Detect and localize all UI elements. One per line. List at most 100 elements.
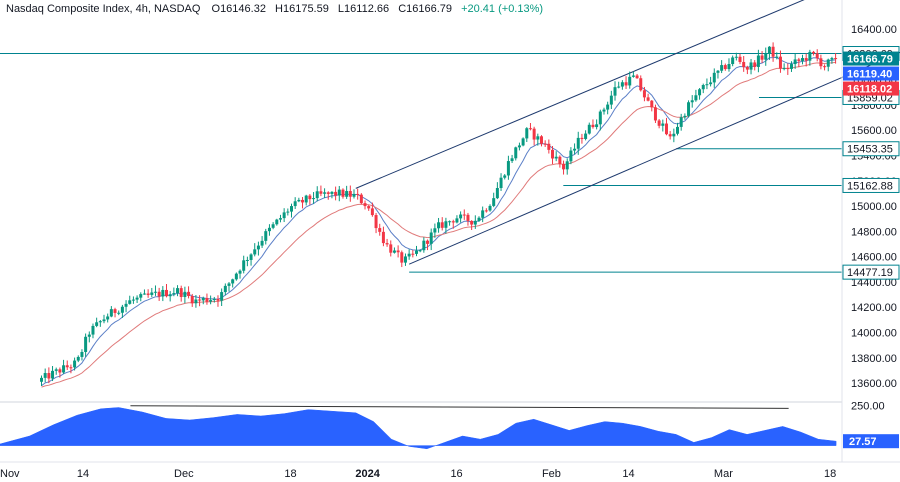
candle-body[interactable] xyxy=(771,46,775,57)
candle-body[interactable] xyxy=(789,64,793,69)
candle-body[interactable] xyxy=(370,208,374,216)
candle-body[interactable] xyxy=(315,191,319,199)
candle-body[interactable] xyxy=(440,222,444,228)
candle-body[interactable] xyxy=(323,192,327,194)
candle-body[interactable] xyxy=(345,191,349,197)
candle-body[interactable] xyxy=(54,369,58,371)
candle-body[interactable] xyxy=(385,243,389,245)
candle-body[interactable] xyxy=(815,53,819,59)
candle-body[interactable] xyxy=(528,128,532,130)
candle-body[interactable] xyxy=(172,293,176,295)
candle-body[interactable] xyxy=(617,86,621,88)
candle-body[interactable] xyxy=(745,67,749,70)
candle-body[interactable] xyxy=(631,75,635,77)
candle-body[interactable] xyxy=(591,124,595,128)
candle-body[interactable] xyxy=(381,231,385,244)
candle-body[interactable] xyxy=(131,299,135,301)
candle-body[interactable] xyxy=(161,289,165,297)
candle-body[interactable] xyxy=(764,53,768,60)
candle-body[interactable] xyxy=(830,58,834,60)
candle-body[interactable] xyxy=(212,298,216,301)
candle-body[interactable] xyxy=(139,294,143,298)
candle-body[interactable] xyxy=(51,370,55,379)
candle-body[interactable] xyxy=(712,72,716,83)
candle-body[interactable] xyxy=(484,210,488,212)
candle-body[interactable] xyxy=(602,109,606,112)
candle-body[interactable] xyxy=(701,85,705,90)
candle-body[interactable] xyxy=(716,70,720,73)
candle-body[interactable] xyxy=(179,288,183,297)
candle-body[interactable] xyxy=(359,194,363,204)
candle-body[interactable] xyxy=(58,369,62,373)
candle-body[interactable] xyxy=(356,193,360,195)
candle-body[interactable] xyxy=(473,220,477,225)
candle-body[interactable] xyxy=(264,231,268,241)
candle-body[interactable] xyxy=(87,334,91,337)
candle-body[interactable] xyxy=(606,104,610,110)
candle-body[interactable] xyxy=(120,306,124,313)
candle-body[interactable] xyxy=(392,250,396,253)
candles[interactable] xyxy=(40,42,838,387)
candle-body[interactable] xyxy=(576,137,580,149)
candle-body[interactable] xyxy=(117,312,121,314)
candle-body[interactable] xyxy=(664,123,668,135)
candle-body[interactable] xyxy=(433,228,437,233)
candle-body[interactable] xyxy=(499,177,503,189)
candle-body[interactable] xyxy=(396,250,400,253)
candle-body[interactable] xyxy=(609,95,613,105)
candle-body[interactable] xyxy=(793,59,797,65)
candle-body[interactable] xyxy=(558,156,562,164)
candle-body[interactable] xyxy=(201,298,205,301)
candle-body[interactable] xyxy=(95,322,99,326)
candle-body[interactable] xyxy=(249,254,253,260)
candle-body[interactable] xyxy=(190,296,194,304)
candle-body[interactable] xyxy=(495,188,499,199)
candle-body[interactable] xyxy=(183,291,187,297)
candle-body[interactable] xyxy=(301,199,305,203)
candle-body[interactable] xyxy=(470,220,474,225)
candle-body[interactable] xyxy=(150,292,154,295)
candle-body[interactable] xyxy=(146,293,150,295)
candle-body[interactable] xyxy=(334,191,338,196)
candle-body[interactable] xyxy=(253,249,257,255)
candle-body[interactable] xyxy=(668,134,672,137)
candle-body[interactable] xyxy=(775,56,779,58)
candle-body[interactable] xyxy=(778,56,782,69)
candle-body[interactable] xyxy=(319,191,323,194)
candle-body[interactable] xyxy=(690,100,694,103)
candle-body[interactable] xyxy=(414,250,418,254)
candle-body[interactable] xyxy=(220,292,224,301)
candle-body[interactable] xyxy=(672,133,676,137)
candle-body[interactable] xyxy=(209,300,213,302)
candle-body[interactable] xyxy=(767,46,771,54)
candle-body[interactable] xyxy=(753,62,757,67)
candle-body[interactable] xyxy=(823,66,827,68)
candle-body[interactable] xyxy=(804,58,808,61)
candle-body[interactable] xyxy=(168,294,172,297)
candle-body[interactable] xyxy=(547,143,551,150)
candle-body[interactable] xyxy=(418,250,422,252)
candle-body[interactable] xyxy=(198,299,202,301)
candle-body[interactable] xyxy=(543,143,547,145)
candle-body[interactable] xyxy=(569,150,573,162)
candle-body[interactable] xyxy=(234,273,238,280)
candle-body[interactable] xyxy=(267,227,271,232)
candle-body[interactable] xyxy=(536,136,540,140)
candle-body[interactable] xyxy=(187,291,191,297)
candle-body[interactable] xyxy=(749,62,753,70)
candle-body[interactable] xyxy=(539,136,543,144)
candle-body[interactable] xyxy=(337,189,341,196)
candle-body[interactable] xyxy=(205,298,209,302)
candle-body[interactable] xyxy=(326,192,330,194)
candle-body[interactable] xyxy=(389,244,393,253)
candle-body[interactable] xyxy=(517,145,521,148)
candle-body[interactable] xyxy=(437,222,441,229)
candle-body[interactable] xyxy=(286,211,290,213)
candle-body[interactable] xyxy=(348,191,352,197)
candle-body[interactable] xyxy=(142,293,146,295)
candle-body[interactable] xyxy=(687,102,691,116)
candle-body[interactable] xyxy=(587,124,591,134)
candle-body[interactable] xyxy=(403,256,407,263)
candle-body[interactable] xyxy=(76,356,80,361)
candle-body[interactable] xyxy=(705,84,709,86)
